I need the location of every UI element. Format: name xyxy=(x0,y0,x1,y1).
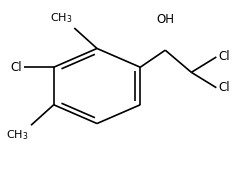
Text: Cl: Cl xyxy=(219,81,230,94)
Text: Cl: Cl xyxy=(219,51,230,63)
Text: CH$_3$: CH$_3$ xyxy=(50,11,72,25)
Text: Cl: Cl xyxy=(10,61,22,74)
Text: CH$_3$: CH$_3$ xyxy=(6,129,29,142)
Text: OH: OH xyxy=(156,13,174,26)
